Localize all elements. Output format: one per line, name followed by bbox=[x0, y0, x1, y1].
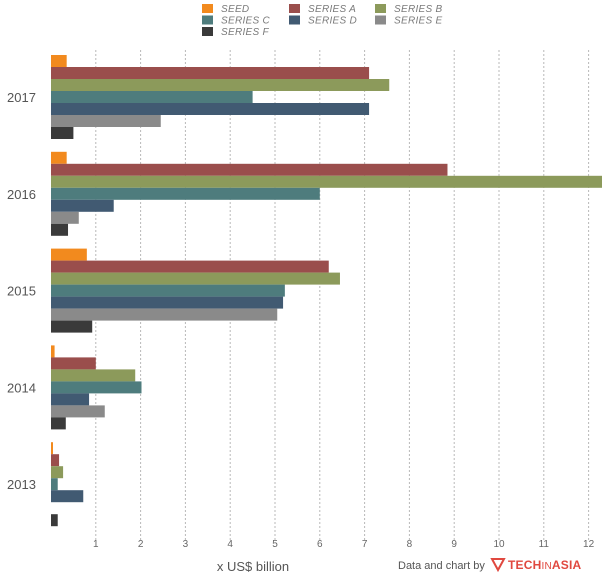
bar-2017-series-d bbox=[51, 103, 370, 115]
legend-label-series-f: SERIES F bbox=[221, 27, 270, 38]
legend-label-series-b: SERIES B bbox=[394, 4, 443, 15]
bar-2015-series-c bbox=[51, 284, 285, 297]
bar-2014-series-d bbox=[51, 393, 90, 406]
x-tick-label-3: 3 bbox=[183, 539, 189, 550]
x-tick-label-1: 1 bbox=[93, 539, 99, 550]
bar-group-2017 bbox=[51, 55, 390, 139]
brand-in: IN bbox=[541, 561, 551, 572]
bar-2016-seed bbox=[51, 151, 67, 164]
legend-item-series-d: SERIES D bbox=[289, 15, 357, 27]
bar-2014-series-e bbox=[51, 405, 105, 418]
legend-item-series-c: SERIES C bbox=[202, 15, 271, 27]
legend-item-series-f: SERIES F bbox=[202, 27, 270, 38]
techinasia-logo-icon bbox=[490, 558, 506, 573]
legend-label-series-e: SERIES E bbox=[394, 16, 443, 27]
bar-2014-series-a bbox=[51, 357, 96, 370]
credit-text: Data and chart by bbox=[398, 560, 485, 572]
legend-swatch-series-b bbox=[375, 4, 386, 13]
bar-2013-series-f bbox=[51, 514, 58, 527]
bar-2017-series-a bbox=[51, 67, 370, 79]
x-axis-ticks: 1234567891011121314 bbox=[93, 539, 595, 550]
bar-2015-seed bbox=[51, 248, 87, 261]
x-tick-label-10: 10 bbox=[493, 539, 505, 550]
bar-2015-series-d bbox=[51, 296, 284, 309]
bar-2017-seed bbox=[51, 55, 67, 67]
legend-item-series-b: SERIES B bbox=[375, 4, 443, 15]
legend-item-series-e: SERIES E bbox=[375, 15, 443, 27]
bar-2016-series-b bbox=[51, 175, 602, 188]
bar-2017-series-f bbox=[51, 127, 74, 139]
bar-2016-series-c bbox=[51, 187, 320, 200]
bar-2016-series-d bbox=[51, 199, 114, 212]
year-label-2016: 2016 bbox=[7, 187, 36, 202]
x-axis-title: x US$ billion bbox=[217, 559, 289, 574]
year-axis: 2017 2016 2015 2014 2013 bbox=[7, 90, 36, 492]
x-tick-label-9: 9 bbox=[451, 539, 457, 550]
chart-legend: SEED SERIES A SERIES B SERIES C SERIES D SERI… bbox=[202, 4, 443, 38]
year-label-2017: 2017 bbox=[7, 90, 36, 105]
legend-swatch-series-e bbox=[375, 15, 386, 25]
bar-2013-seed bbox=[51, 442, 53, 455]
x-tick-label-5: 5 bbox=[272, 539, 278, 550]
bar-2017-series-e bbox=[51, 115, 161, 127]
bar-2015-series-b bbox=[51, 272, 340, 285]
legend-swatch-seed bbox=[202, 4, 213, 13]
year-label-2014: 2014 bbox=[7, 380, 36, 395]
bar-group-2014 bbox=[51, 345, 142, 430]
x-tick-label-7: 7 bbox=[362, 539, 368, 550]
year-label-2015: 2015 bbox=[7, 284, 36, 299]
brand-name: TECHINASIA bbox=[508, 558, 581, 572]
legend-swatch-series-c bbox=[202, 15, 213, 25]
year-label-2013: 2013 bbox=[7, 477, 36, 492]
brand-tech: TECH bbox=[508, 558, 541, 572]
legend-label-series-c: SERIES C bbox=[221, 16, 271, 27]
x-tick-label-12: 12 bbox=[583, 539, 595, 550]
bar-2013-series-b bbox=[51, 466, 64, 479]
bar-group-2016 bbox=[51, 151, 602, 236]
bar-groups bbox=[51, 55, 602, 527]
brand-asia: ASIA bbox=[552, 558, 582, 572]
bar-2014-seed bbox=[51, 345, 55, 358]
bar-2014-series-f bbox=[51, 417, 66, 430]
x-tick-label-4: 4 bbox=[227, 539, 233, 550]
bar-2013-series-c bbox=[51, 478, 58, 491]
x-tick-label-8: 8 bbox=[407, 539, 413, 550]
bar-2014-series-c bbox=[51, 381, 142, 394]
x-tick-label-2: 2 bbox=[138, 539, 144, 550]
bar-group-2013 bbox=[51, 442, 84, 527]
legend-label-seed: SEED bbox=[221, 4, 249, 15]
bar-group-2015 bbox=[51, 248, 340, 333]
bar-2016-series-e bbox=[51, 211, 79, 224]
legend-swatch-series-a bbox=[289, 4, 300, 13]
bar-2015-series-e bbox=[51, 308, 278, 321]
legend-item-seed: SEED bbox=[202, 4, 249, 15]
bar-2016-series-a bbox=[51, 163, 448, 176]
x-tick-label-6: 6 bbox=[317, 539, 323, 550]
bar-2013-series-a bbox=[51, 454, 60, 467]
legend-label-series-a: SERIES A bbox=[308, 4, 356, 15]
bar-2015-series-f bbox=[51, 320, 93, 333]
credit: Data and chart by TECHINASIA bbox=[398, 558, 581, 573]
legend-swatch-series-f bbox=[202, 27, 213, 36]
bar-2014-series-b bbox=[51, 369, 136, 382]
legend-swatch-series-d bbox=[289, 15, 300, 25]
x-tick-label-11: 11 bbox=[539, 539, 550, 550]
bar-2015-series-a bbox=[51, 260, 329, 273]
bar-2013-series-d bbox=[51, 490, 84, 503]
bar-2017-series-b bbox=[51, 79, 390, 91]
legend-item-series-a: SERIES A bbox=[289, 4, 356, 15]
bar-2016-series-f bbox=[51, 223, 69, 236]
bar-2017-series-c bbox=[51, 91, 253, 103]
legend-label-series-d: SERIES D bbox=[308, 16, 357, 27]
